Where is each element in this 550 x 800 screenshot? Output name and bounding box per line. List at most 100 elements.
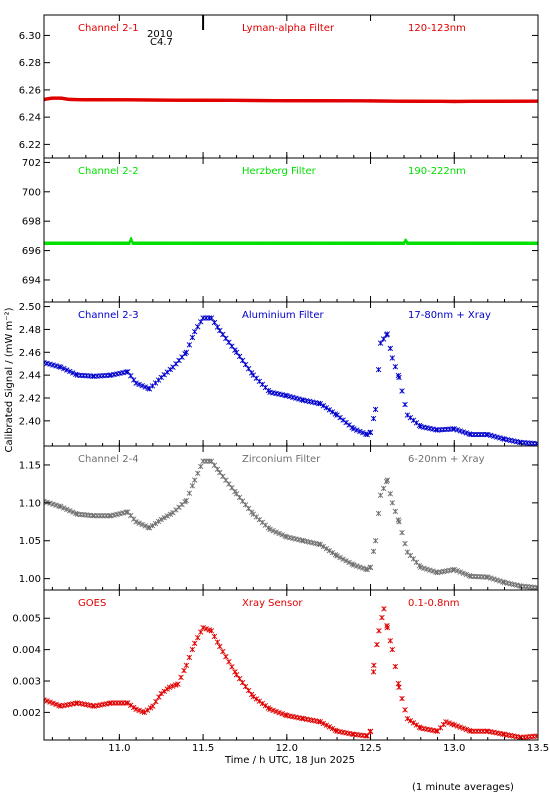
data-point: [70, 370, 76, 376]
data-point: [226, 481, 232, 487]
data-point: [320, 403, 327, 409]
data-point: [206, 458, 212, 464]
data-point: [402, 401, 408, 408]
data-point: [460, 429, 467, 435]
y-tick-label: 0.003: [12, 677, 41, 688]
data-point: [53, 502, 59, 508]
data-point: [380, 336, 387, 342]
data-point: [323, 405, 330, 411]
data-point: [217, 327, 223, 334]
data-point: [211, 462, 218, 468]
data-point: [387, 638, 394, 644]
data-point: [407, 718, 414, 724]
data-point: [451, 722, 457, 728]
data-point: [317, 400, 324, 407]
data-point: [198, 629, 204, 635]
data-point: [485, 574, 491, 580]
data-point: [167, 511, 173, 517]
data-point: [142, 384, 148, 390]
data-point: [404, 715, 411, 722]
data-point: [364, 566, 370, 573]
data-point: [164, 513, 170, 519]
data-point: [195, 634, 201, 641]
data-point: [454, 427, 461, 433]
panel-band-label: 120-123nm: [408, 23, 466, 34]
data-point: [130, 237, 133, 241]
data-point: [129, 239, 132, 244]
y-tick-label: 6.24: [19, 113, 41, 124]
data-point: [195, 324, 201, 330]
data-point: [410, 720, 417, 726]
data-point: [58, 364, 64, 370]
data-point: [223, 477, 229, 483]
flare-time-label: 2010: [147, 29, 172, 40]
data-point: [183, 662, 190, 669]
data-point: [186, 342, 193, 348]
panel-filter-label: Herzberg Filter: [242, 166, 317, 177]
data-point: [149, 522, 156, 529]
data-point: [242, 683, 249, 690]
data-point: [239, 498, 246, 504]
data-point: [351, 426, 357, 432]
panel-frame: [43, 589, 539, 741]
y-tick-label: 702: [22, 158, 41, 169]
data-point: [351, 562, 357, 568]
y-tick-label: 0.004: [12, 645, 41, 656]
data-point: [229, 664, 235, 670]
data-point: [279, 711, 285, 717]
data-point: [457, 724, 464, 730]
data-point: [136, 707, 142, 714]
panel-channel-label: Channel 2-2: [78, 166, 139, 177]
data-point: [136, 381, 142, 388]
data-point: [374, 641, 380, 648]
data-point: [446, 720, 452, 726]
data-point: [497, 578, 503, 584]
y-tick-label: 0.005: [12, 614, 41, 625]
data-point: [293, 395, 299, 401]
y-tick-label: 2.48: [19, 325, 41, 336]
data-point: [158, 690, 164, 697]
y-tick-label: 698: [22, 217, 41, 228]
data-point: [61, 365, 67, 372]
y-tick-label: 6.28: [19, 58, 41, 69]
panel-frame: [43, 14, 539, 159]
x-tick-label: 13.0: [443, 743, 465, 754]
data-point: [250, 693, 257, 700]
data-point: [245, 687, 252, 694]
panel-channel-label: GOES: [78, 598, 106, 609]
data-point: [155, 518, 162, 525]
data-point: [485, 431, 491, 438]
data-point: [377, 340, 384, 346]
data-point: [488, 575, 494, 581]
x-axis-title: Time / h UTC, 18 Jun 2025: [224, 755, 355, 766]
data-point: [133, 380, 139, 386]
data-point: [236, 494, 243, 501]
data-point: [457, 428, 464, 434]
data-point: [262, 703, 269, 709]
data-point: [58, 503, 64, 510]
data-point: [245, 366, 252, 372]
data-point: [183, 497, 190, 504]
y-tick-label: 2.50: [19, 302, 41, 313]
panel-channel-label: Channel 2-4: [78, 454, 139, 465]
data-point: [375, 510, 382, 517]
y-tick-label: 700: [22, 187, 41, 198]
data-point: [354, 563, 360, 569]
data-point: [491, 576, 497, 582]
data-point: [175, 681, 181, 687]
data-point: [367, 429, 374, 436]
data-point: [142, 523, 148, 529]
data-point: [329, 549, 336, 556]
y-tick-label: 2.40: [19, 416, 41, 427]
data-point: [203, 626, 209, 632]
panel-filter-label: Lyman-alpha Filter: [242, 23, 335, 34]
data-point: [220, 473, 226, 480]
data-point: [229, 485, 235, 491]
data-point: [233, 491, 240, 497]
panel-frame: [43, 157, 539, 303]
data-point: [376, 628, 382, 634]
data-point: [183, 349, 190, 356]
data-point: [259, 700, 266, 707]
data-point: [128, 241, 131, 245]
